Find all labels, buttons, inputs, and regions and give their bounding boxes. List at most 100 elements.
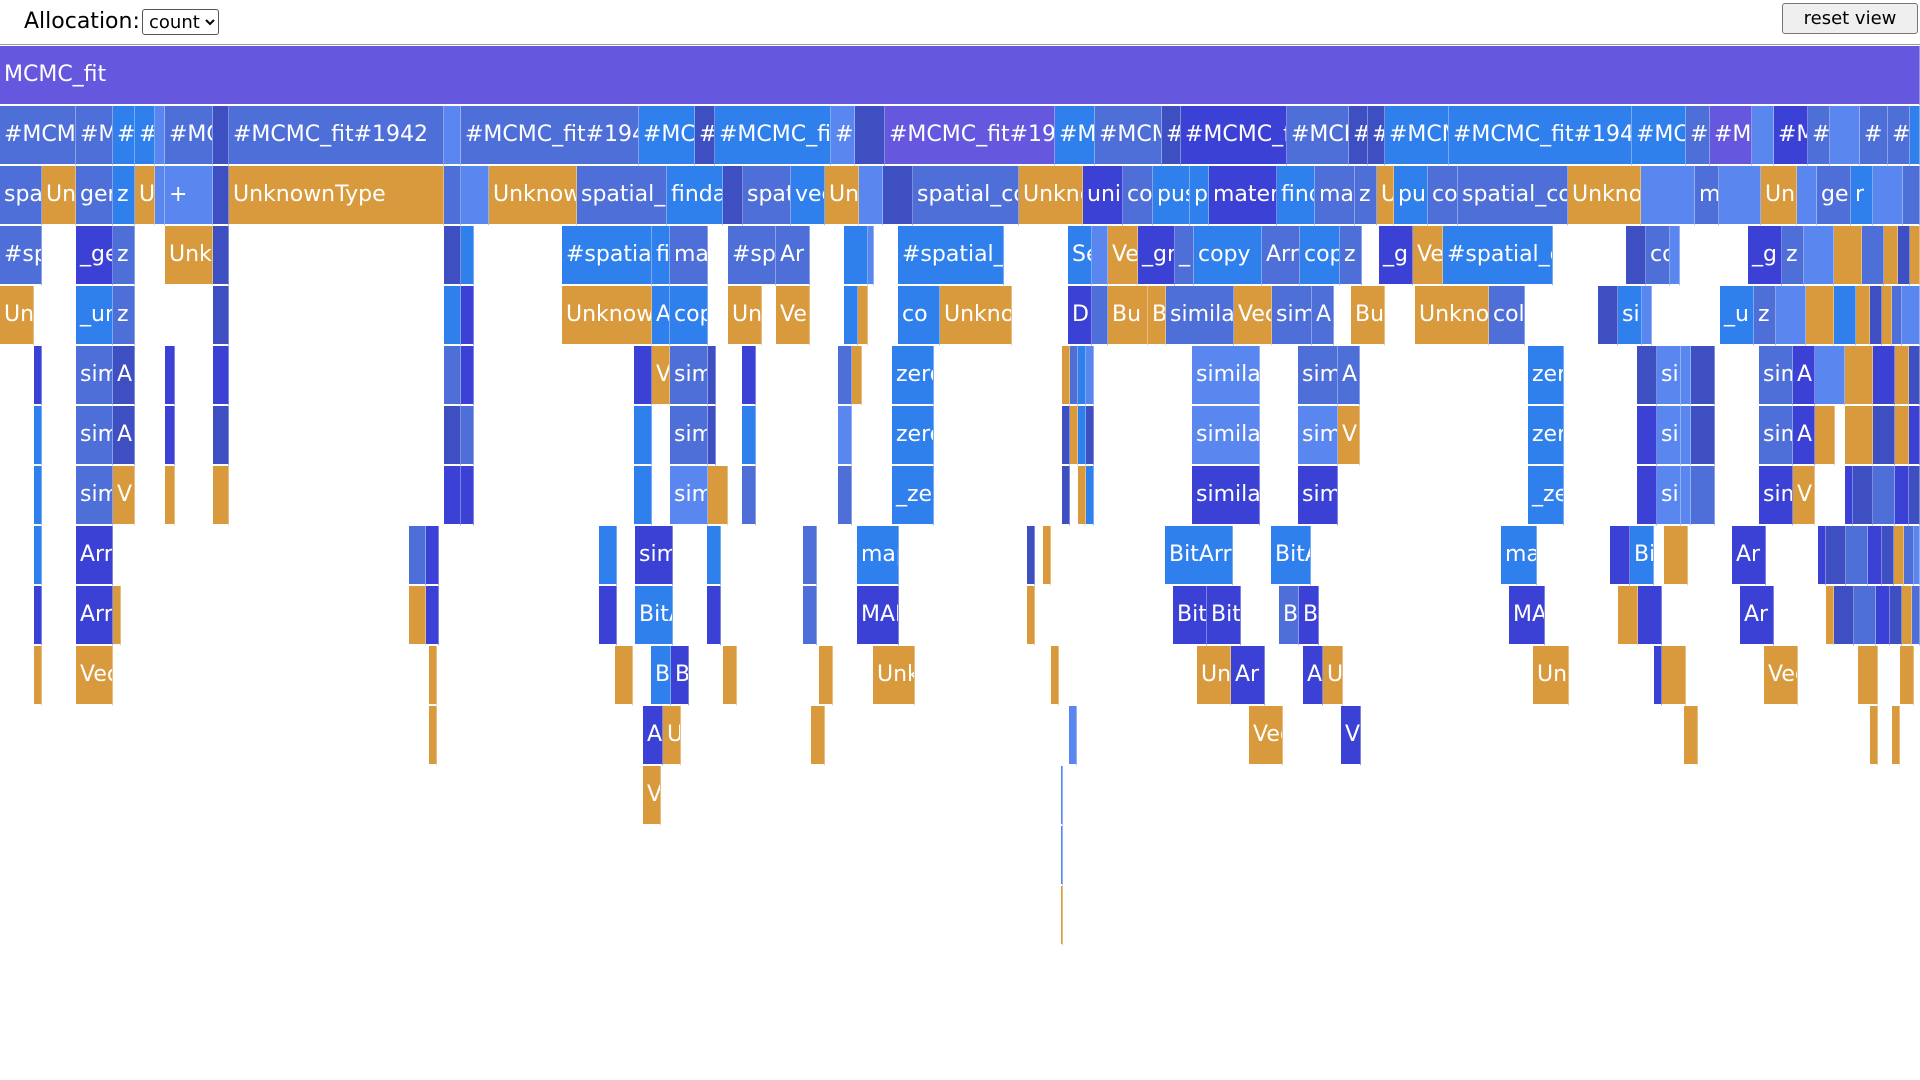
flame-frame[interactable]: UnknownType [42, 166, 76, 226]
flame-frame[interactable] [34, 346, 42, 406]
flame-frame[interactable] [444, 166, 461, 226]
flame-frame[interactable]: sim [1298, 346, 1338, 406]
flame-frame[interactable] [34, 526, 42, 586]
flame-frame[interactable]: similar [1192, 406, 1260, 466]
flame-frame[interactable] [1062, 406, 1070, 466]
flame-frame[interactable]: Unknown [940, 286, 1012, 346]
flame-frame[interactable]: #MCMC_fit [639, 106, 695, 166]
flame-graph[interactable]: MCMC_fit#MCMC_fit#MCMC_fit###MCMC_fit#MC… [0, 46, 1920, 1080]
flame-frame[interactable] [213, 466, 229, 526]
flame-frame[interactable]: #MCMC [1710, 106, 1752, 166]
flame-frame[interactable]: BitArray [635, 586, 673, 646]
flame-frame[interactable]: co [898, 286, 940, 346]
flame-frame[interactable] [1873, 166, 1903, 226]
flame-frame[interactable] [1027, 526, 1035, 586]
flame-frame[interactable] [707, 526, 721, 586]
flame-frame[interactable] [429, 706, 437, 766]
flame-frame[interactable] [1868, 526, 1882, 586]
flame-frame[interactable]: Se [1068, 226, 1092, 286]
flame-frame[interactable]: push [1394, 166, 1428, 226]
flame-frame[interactable] [34, 586, 42, 646]
flame-frame[interactable] [1043, 526, 1051, 586]
flame-frame[interactable]: B [1148, 286, 1166, 346]
flame-frame[interactable] [1062, 346, 1070, 406]
flame-frame[interactable] [461, 286, 474, 346]
flame-frame[interactable] [1638, 586, 1662, 646]
flame-frame[interactable]: B [671, 646, 689, 706]
flame-frame[interactable] [1895, 466, 1909, 526]
flame-frame[interactable]: BitArray [1165, 526, 1233, 586]
flame-frame[interactable]: UnknownType [229, 166, 444, 226]
flame-frame[interactable]: #MCMC_fit [0, 106, 76, 166]
flame-frame[interactable] [855, 106, 885, 166]
flame-frame[interactable] [34, 466, 42, 526]
flame-frame[interactable]: # [1808, 106, 1830, 166]
flame-frame[interactable] [1882, 286, 1892, 346]
flame-frame[interactable]: #MCMC [1055, 106, 1095, 166]
flame-frame[interactable]: B [651, 646, 671, 706]
flame-frame[interactable]: A [113, 406, 135, 466]
flame-frame[interactable]: Unk [0, 286, 34, 346]
flame-frame[interactable] [409, 586, 426, 646]
flame-frame[interactable]: UnknownType [489, 166, 577, 226]
flame-frame[interactable] [461, 466, 474, 526]
flame-frame[interactable] [113, 586, 121, 646]
flame-frame[interactable]: # [1888, 106, 1910, 166]
flame-frame[interactable]: z [1355, 166, 1377, 226]
flame-frame[interactable] [634, 466, 652, 526]
flame-frame[interactable] [1845, 346, 1873, 406]
flame-frame[interactable]: col [1489, 286, 1525, 346]
flame-frame[interactable] [1027, 586, 1035, 646]
flame-frame[interactable] [1834, 286, 1856, 346]
flame-frame[interactable]: # [1860, 106, 1888, 166]
flame-frame[interactable]: #spatial [0, 226, 42, 286]
flame-frame[interactable]: V [1341, 706, 1361, 766]
flame-frame[interactable]: #MCMC_fit#1942 [885, 106, 1055, 166]
flame-frame[interactable]: si [1618, 286, 1642, 346]
flame-frame[interactable]: #MCMC_fit#1942 [715, 106, 831, 166]
flame-frame[interactable]: spatial [0, 166, 42, 226]
flame-frame[interactable] [1884, 226, 1898, 286]
flame-frame[interactable] [1618, 586, 1638, 646]
flame-frame[interactable] [708, 466, 728, 526]
flame-frame[interactable]: _zeros [1528, 466, 1564, 526]
flame-frame[interactable] [461, 166, 489, 226]
flame-frame[interactable]: Unknown [1415, 286, 1489, 346]
flame-frame[interactable]: V [113, 466, 135, 526]
flame-frame[interactable]: #spatial_co [1443, 226, 1553, 286]
flame-frame[interactable]: similar [1192, 466, 1260, 526]
flame-frame[interactable]: Ar [1732, 526, 1766, 586]
flame-frame[interactable]: sim [1272, 286, 1312, 346]
flame-frame[interactable]: sim [670, 346, 708, 406]
flame-frame[interactable] [1719, 166, 1761, 226]
flame-frame[interactable] [1873, 406, 1895, 466]
flame-frame[interactable]: Unk [1761, 166, 1797, 226]
flame-frame[interactable]: co [1646, 226, 1670, 286]
flame-frame[interactable] [1078, 346, 1086, 406]
flame-frame[interactable] [1641, 166, 1695, 226]
flame-frame[interactable] [1909, 346, 1920, 406]
flame-frame[interactable]: co [1428, 166, 1458, 226]
flame-frame[interactable]: copy [670, 286, 708, 346]
flame-frame[interactable]: V [1793, 466, 1815, 526]
flame-frame[interactable] [1845, 466, 1853, 526]
flame-frame[interactable] [1904, 526, 1914, 586]
flame-frame[interactable] [1909, 466, 1920, 526]
flame-frame[interactable] [1691, 406, 1715, 466]
flame-frame[interactable]: D [1068, 286, 1092, 346]
flame-frame[interactable] [838, 346, 852, 406]
flame-frame[interactable]: Unk [825, 166, 859, 226]
flame-frame[interactable] [444, 406, 461, 466]
flame-frame[interactable]: fi [652, 226, 670, 286]
flame-frame[interactable] [868, 226, 874, 286]
flame-frame[interactable] [1903, 166, 1920, 226]
flame-frame[interactable]: Un [728, 286, 762, 346]
flame-frame[interactable] [1912, 586, 1920, 646]
flame-frame[interactable]: MAP [1509, 586, 1545, 646]
flame-frame[interactable] [742, 406, 756, 466]
flame-frame[interactable] [1684, 706, 1698, 766]
flame-frame[interactable]: #MCMC_fit [165, 106, 213, 166]
flame-frame[interactable] [1078, 406, 1086, 466]
flame-frame[interactable] [1818, 526, 1826, 586]
flame-frame[interactable] [165, 346, 175, 406]
